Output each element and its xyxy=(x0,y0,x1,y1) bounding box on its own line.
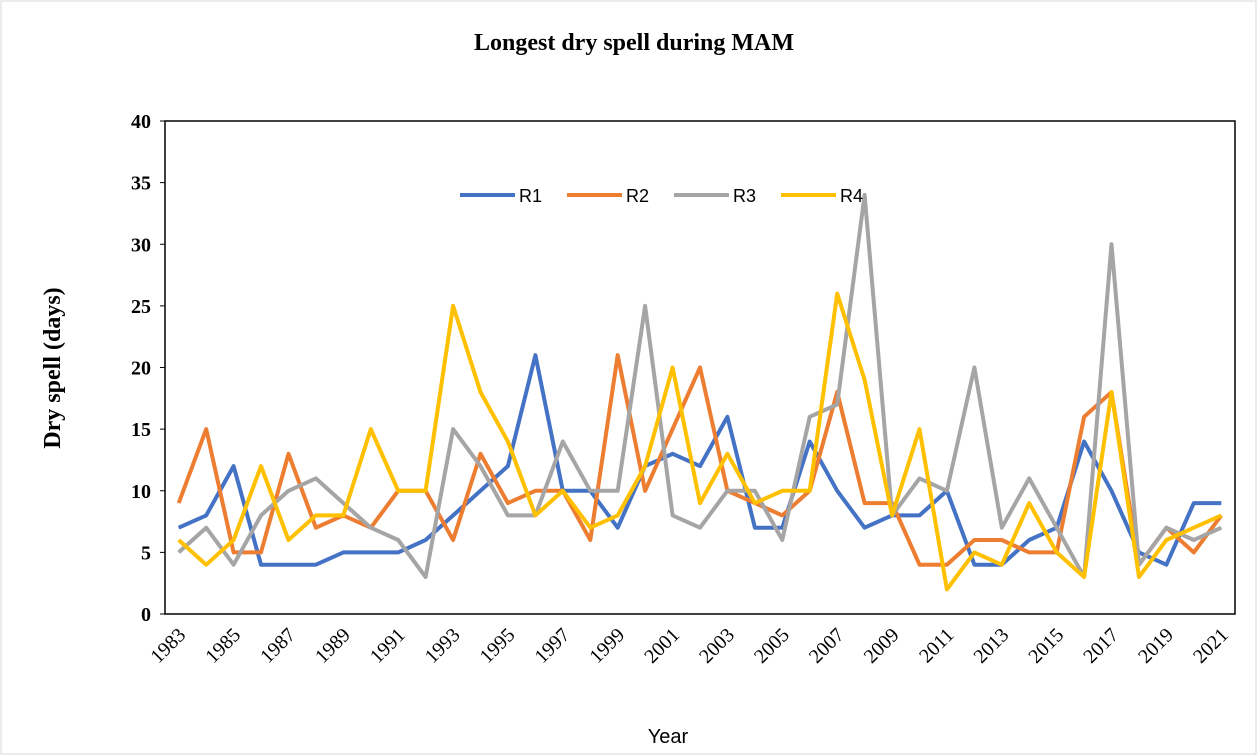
series-line xyxy=(177,291,1223,592)
series-line xyxy=(177,192,1223,579)
y-tick-label: 5 xyxy=(141,542,151,564)
y-axis-label: Dry spell (days) xyxy=(40,287,66,448)
series-line xyxy=(177,353,1222,567)
series-line xyxy=(176,353,1223,567)
y-tick-label: 30 xyxy=(131,234,151,256)
y-tick-label: 25 xyxy=(131,296,151,318)
x-axis-label: Year xyxy=(648,726,689,748)
y-tick-label: 15 xyxy=(131,419,151,441)
y-tick-label: 10 xyxy=(131,481,151,503)
legend-label: R3 xyxy=(733,186,756,206)
legend-label: R2 xyxy=(626,186,649,206)
y-tick-label: 0 xyxy=(141,604,151,626)
y-tick-label: 40 xyxy=(131,111,151,133)
y-tick-label: 35 xyxy=(131,173,151,195)
y-tick-label: 20 xyxy=(131,358,151,380)
chart-title: Longest dry spell during MAM xyxy=(474,30,794,56)
legend-label: R1 xyxy=(519,186,542,206)
legend-label: R4 xyxy=(840,186,863,206)
